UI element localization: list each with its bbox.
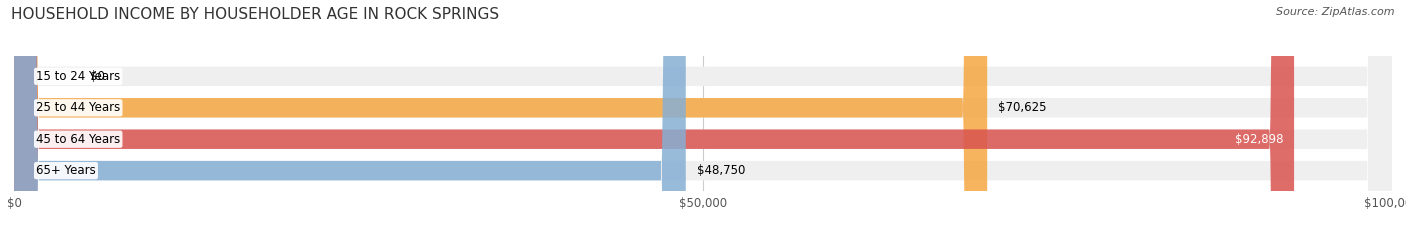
FancyBboxPatch shape — [14, 0, 1294, 233]
Text: 45 to 64 Years: 45 to 64 Years — [37, 133, 121, 146]
Text: 15 to 24 Years: 15 to 24 Years — [37, 70, 121, 83]
FancyBboxPatch shape — [14, 0, 987, 233]
Text: $92,898: $92,898 — [1234, 133, 1284, 146]
FancyBboxPatch shape — [14, 0, 1392, 233]
FancyBboxPatch shape — [14, 0, 1392, 233]
FancyBboxPatch shape — [14, 0, 1392, 233]
Text: 25 to 44 Years: 25 to 44 Years — [37, 101, 121, 114]
Text: $0: $0 — [90, 70, 104, 83]
Text: $70,625: $70,625 — [998, 101, 1046, 114]
Text: HOUSEHOLD INCOME BY HOUSEHOLDER AGE IN ROCK SPRINGS: HOUSEHOLD INCOME BY HOUSEHOLDER AGE IN R… — [11, 7, 499, 22]
Text: $48,750: $48,750 — [697, 164, 745, 177]
Text: Source: ZipAtlas.com: Source: ZipAtlas.com — [1277, 7, 1395, 17]
FancyBboxPatch shape — [14, 0, 1392, 233]
Text: 65+ Years: 65+ Years — [37, 164, 96, 177]
FancyBboxPatch shape — [14, 0, 686, 233]
